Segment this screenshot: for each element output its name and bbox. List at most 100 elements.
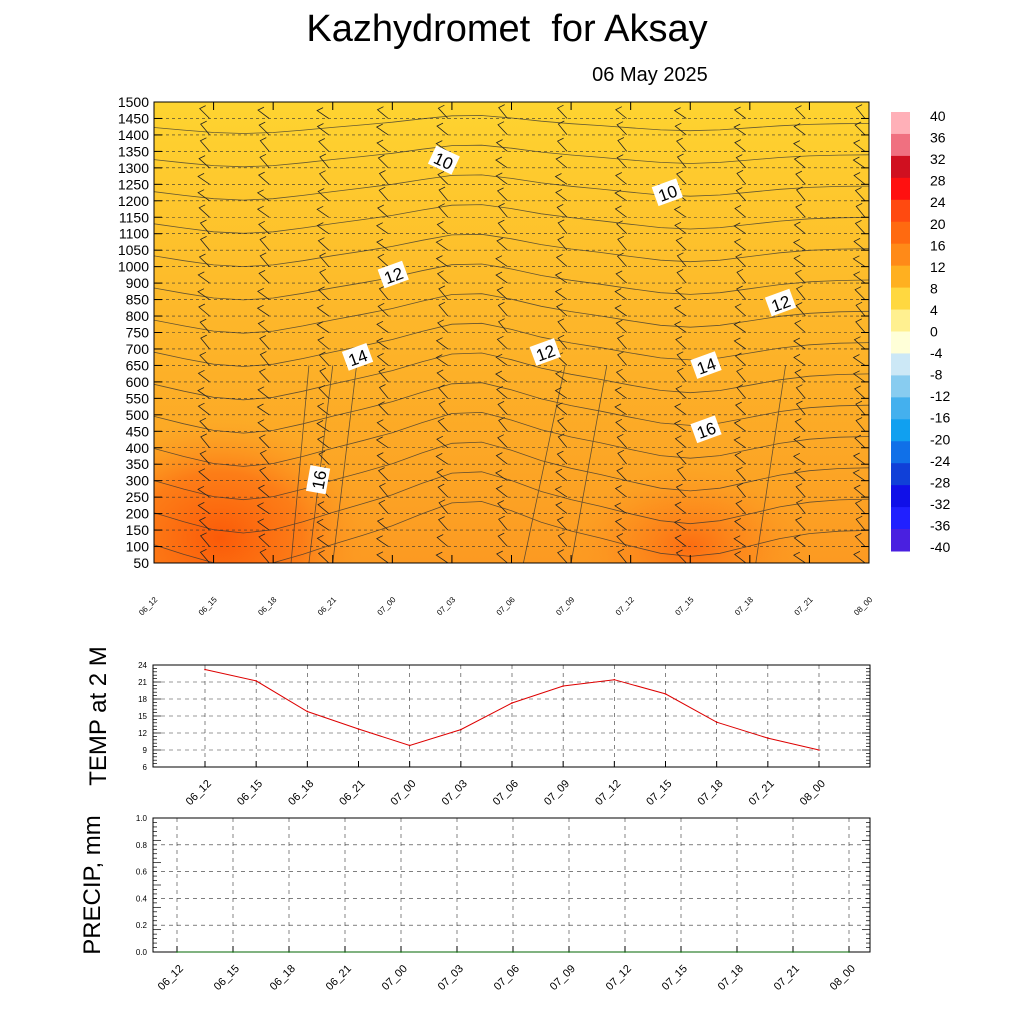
wind-barb [614,518,627,531]
wind-barb [318,384,330,399]
wind-barb [616,220,627,234]
wind-barb [853,484,866,498]
wind-barb [316,304,330,317]
wind-barb [256,205,270,218]
data-point [400,951,402,953]
data-point [255,680,257,682]
colorbar-swatch [891,188,910,195]
wind-barb [685,102,687,103]
wind-barb [793,337,806,350]
wind-barb [317,286,330,300]
data-point [408,744,411,747]
y-tick-label: 1350 [118,143,149,159]
x-tick-label: 08_00 [828,963,858,993]
wind-barb [616,467,627,481]
wind-barb [497,302,508,317]
wind-barb [675,236,687,251]
wind-barb [495,452,508,465]
wind-barb [674,534,687,547]
contour-line [154,411,869,467]
wind-barb [733,419,747,432]
wind-barb [376,551,389,563]
wind-barb [256,502,270,514]
colorbar-swatch [891,320,910,327]
y-tick-label: 18 [138,695,147,704]
colorbar-swatch [891,523,910,530]
heatmap-fill [154,102,869,563]
wind-barb [673,206,687,218]
wind-barb [675,336,687,350]
wind-barb [197,485,210,498]
wind-barb [435,354,449,366]
wind-barb [438,186,449,202]
colorbar-swatch [891,122,910,129]
wind-barb [257,287,270,300]
wind-barb [259,548,270,563]
warm-core-day1 [154,418,370,563]
x-tick-label: 06_12 [137,595,159,617]
colorbar-swatch [891,282,910,289]
wind-barb [495,255,508,267]
wind-barb [736,268,747,284]
colorbar-swatch [891,441,910,448]
colorbar-swatch [891,452,910,459]
wind-barb [614,205,627,218]
contour-line [308,365,334,563]
wind-barb [855,515,866,531]
wind-barb [852,354,866,366]
wind-barb [733,337,747,350]
y-axis-label: PRECIP, mm [79,815,106,955]
x-tick-label: 08_00 [852,595,874,617]
y-tick-label: 100 [126,539,150,555]
wind-barb [852,370,866,383]
wind-barb [676,252,687,267]
wind-barb [257,484,270,498]
y-tick-label: 550 [126,390,150,406]
wind-barb [317,188,330,202]
wind-barb [733,436,747,449]
colorbar-swatch [891,276,910,283]
y-tick-label: 1050 [118,242,149,258]
wind-barb [198,155,210,169]
colorbar-label: 40 [930,108,946,124]
wind-barb [498,104,508,119]
wind-barb [855,400,866,416]
wind-barb [793,452,806,465]
wind-barb [675,385,687,399]
x-tick-label: 06_21 [337,778,367,808]
colorbar-swatch [891,364,910,371]
wind-barb [854,286,866,300]
wind-barb [793,123,806,136]
x-tick-label: 07_21 [747,778,777,808]
colorbar-swatch [891,380,910,387]
data-point [306,710,309,713]
colorbar-swatch [891,347,910,354]
wind-barb [258,434,270,449]
contour-line [154,293,869,334]
y-tick-label: 0.0 [136,948,148,957]
wind-barb [674,403,687,416]
wind-barb [795,302,806,317]
wind-barb [854,220,866,234]
colorbar-swatch [891,358,910,365]
colorbar: 4036322824201612840-4-8-12-16-20-24-28-3… [891,108,950,555]
wind-barb [495,156,508,169]
wind-barb [497,401,508,416]
x-tick-label: 06_15 [235,778,265,808]
y-tick-label: 750 [126,325,150,341]
wind-barb [436,270,449,284]
y-tick-label: 200 [126,506,150,522]
wind-barb [854,385,866,399]
wind-barb [257,419,270,432]
wind-barb [616,252,628,267]
wind-barb [256,403,270,416]
wind-barb [436,122,449,136]
wind-barb [198,517,210,531]
wind-barb [197,288,210,300]
wind-barb [376,535,389,547]
wind-barb [199,236,210,251]
contour-label-bg [690,415,722,444]
colorbar-swatch [891,265,910,272]
wind-barb [734,303,747,317]
colorbar-swatch [891,468,910,475]
